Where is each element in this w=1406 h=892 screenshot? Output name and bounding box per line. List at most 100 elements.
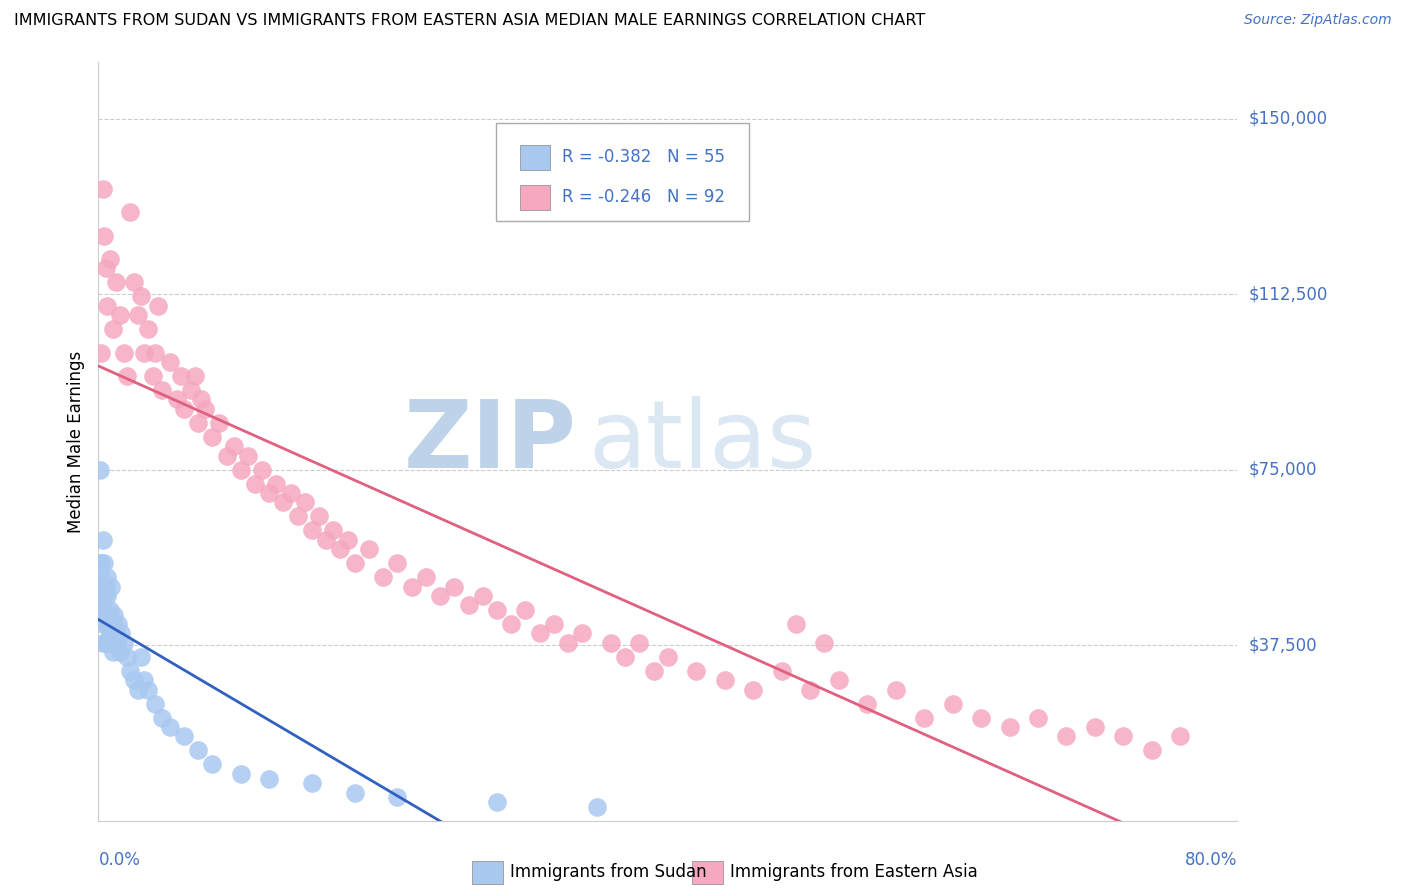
Point [486, 795, 509, 809]
Point [259, 486, 281, 500]
Point [628, 636, 651, 650]
Point [571, 626, 593, 640]
Point [98, 603, 121, 617]
Point [287, 509, 309, 524]
Point [108, 308, 131, 322]
Point [373, 570, 395, 584]
Point [94, 617, 117, 632]
Point [543, 617, 565, 632]
Point [112, 636, 135, 650]
Point [101, 617, 124, 632]
Point [1112, 730, 1135, 744]
Point [98, 252, 121, 266]
Point [129, 289, 152, 303]
Point [90, 570, 112, 584]
Point [122, 673, 145, 688]
Point [145, 697, 167, 711]
Point [108, 645, 131, 659]
Point [100, 636, 122, 650]
Point [273, 495, 295, 509]
Point [91, 533, 114, 547]
Point [103, 607, 125, 622]
Point [173, 730, 195, 744]
Point [115, 649, 138, 664]
Point [266, 476, 288, 491]
Point [173, 401, 195, 416]
Point [998, 720, 1021, 734]
Point [600, 636, 623, 650]
Point [742, 682, 765, 697]
Point [343, 786, 366, 800]
Point [322, 524, 344, 538]
Point [457, 599, 479, 613]
Text: $75,000: $75,000 [1249, 460, 1317, 479]
Point [329, 542, 352, 557]
Point [643, 664, 665, 678]
Point [657, 649, 679, 664]
Point [294, 495, 316, 509]
Point [96, 589, 118, 603]
Point [243, 476, 266, 491]
Text: $37,500: $37,500 [1249, 636, 1317, 654]
Point [105, 636, 128, 650]
Text: $150,000: $150,000 [1249, 110, 1327, 128]
Point [100, 580, 122, 594]
Point [387, 790, 409, 805]
Point [145, 345, 167, 359]
Point [828, 673, 851, 688]
Point [201, 757, 224, 772]
Point [1140, 743, 1163, 757]
Point [714, 673, 737, 688]
Point [585, 799, 607, 814]
Point [799, 682, 821, 697]
Point [308, 509, 330, 524]
Text: IMMIGRANTS FROM SUDAN VS IMMIGRANTS FROM EASTERN ASIA MEDIAN MALE EARNINGS CORRE: IMMIGRANTS FROM SUDAN VS IMMIGRANTS FROM… [14, 13, 925, 29]
Text: Source: ZipAtlas.com: Source: ZipAtlas.com [1244, 13, 1392, 28]
Text: 0.0%: 0.0% [98, 851, 141, 869]
Point [93, 228, 115, 243]
Point [1170, 730, 1192, 744]
Point [429, 589, 451, 603]
Text: R = -0.382   N = 55: R = -0.382 N = 55 [562, 148, 724, 166]
Point [104, 276, 127, 290]
Point [280, 486, 302, 500]
Point [187, 416, 209, 430]
Point [91, 617, 114, 632]
Point [112, 345, 135, 359]
Point [222, 439, 245, 453]
Text: atlas: atlas [588, 395, 817, 488]
Point [785, 617, 807, 632]
Point [101, 322, 124, 336]
Point [129, 649, 152, 664]
Point [1084, 720, 1107, 734]
Point [90, 345, 112, 359]
Point [136, 682, 159, 697]
Point [104, 626, 127, 640]
Point [91, 182, 114, 196]
Point [187, 743, 209, 757]
Point [1026, 711, 1049, 725]
Point [912, 711, 935, 725]
Point [136, 322, 159, 336]
Point [97, 617, 120, 632]
Point [127, 308, 149, 322]
Point [115, 369, 138, 384]
Point [96, 570, 118, 584]
Point [152, 383, 174, 397]
Point [770, 664, 793, 678]
Point [259, 772, 281, 786]
Point [401, 580, 423, 594]
Point [813, 636, 835, 650]
Point [336, 533, 359, 547]
Point [194, 401, 217, 416]
Point [93, 589, 115, 603]
Point [132, 345, 155, 359]
Point [122, 276, 145, 290]
Point [970, 711, 993, 725]
Point [685, 664, 707, 678]
Point [94, 261, 117, 276]
Point [166, 392, 188, 407]
Point [152, 711, 174, 725]
Point [942, 697, 965, 711]
Point [97, 636, 120, 650]
